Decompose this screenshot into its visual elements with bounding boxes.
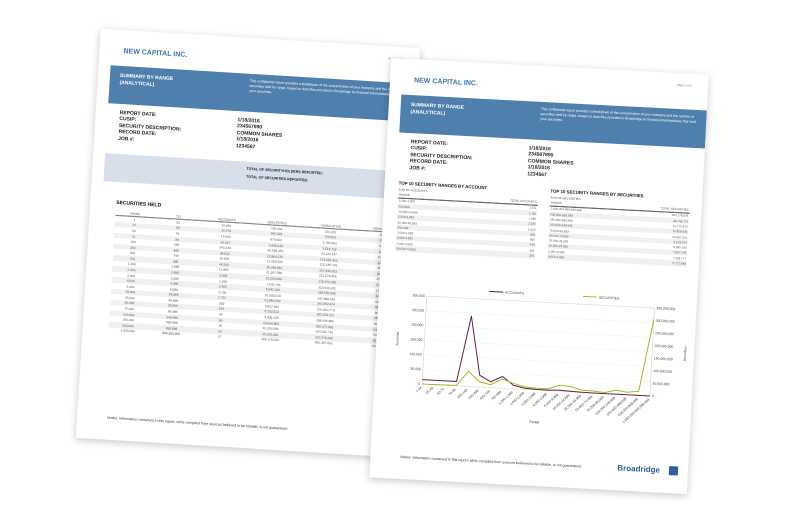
x-tick-label: 750-999 (490, 390, 502, 401)
gridline (425, 325, 653, 338)
broadridge-logo: Broadridge (617, 463, 661, 475)
y-tick-left: 150,000 (410, 337, 423, 342)
y-tick-left: 200,000 (411, 323, 424, 328)
y-tick-left: 300,000 (412, 293, 425, 298)
company-name: NEW CAPITAL INC. (413, 77, 479, 88)
securities-held-title: SECURITIES HELD (116, 199, 162, 209)
report-page-2: Page 2 of 2 NEW CAPITAL INC. SUMMARY BY … (369, 57, 709, 495)
legend-label: SECURITIES (599, 295, 620, 300)
securities-held-table: FROMTOACCOUNTSSECURITIESCUMULATIVEPERCEN… (108, 209, 406, 351)
x-axis-label: Range (529, 420, 539, 425)
gridline (426, 296, 655, 309)
y-tick-right: 250,000,000 (655, 331, 674, 336)
y-tick-right: 100,000,000 (653, 369, 672, 374)
series-line-securities (422, 319, 655, 394)
y-tick-right: 350,000,000 (656, 306, 675, 311)
y-tick-right: 0 (652, 394, 654, 398)
y-tick-left: 100,000 (409, 352, 422, 357)
y-tick-right: 150,000,000 (654, 356, 673, 361)
y-tick-left: 0 (418, 382, 420, 386)
y-axis-label-left: Accounts (395, 331, 400, 345)
total-securities-label: TOTAL OF SECURITIES REPORTED: (245, 174, 309, 183)
x-tick-label: 50-74 (436, 387, 445, 396)
gridline (422, 369, 651, 382)
y-tick-left: 50,000 (410, 367, 421, 372)
y-tick-right: 300,000,000 (656, 319, 675, 324)
range-line-chart: 0 50,000 100,000 150,000 200,000 250,000 300,0… (386, 278, 693, 434)
gridline (423, 354, 652, 367)
gridline (426, 310, 654, 323)
confidential-text: This confidential report provides a brea… (249, 78, 405, 98)
broadridge-logo-icon (668, 466, 679, 476)
y-axis-label-right: Securities (683, 346, 688, 361)
total-holders-label: TOTAL OF SECURITYHOLDERS REPORTED: (246, 166, 323, 176)
chart-svg: 0 50,000 100,000 150,000 200,000 250,000 300,0… (395, 290, 688, 425)
meta-value: 1234567 (527, 170, 547, 178)
meta-value: 1234567 (235, 142, 256, 150)
report-meta: REPORT DATE: 1/18/2016 CUSIP: 234567890 SECU… (409, 139, 574, 180)
x-tick-label: 250-499 (468, 389, 480, 400)
report-title: SUMMARY BY RANGE (ANALYTICAL) (410, 102, 465, 117)
report-meta: REPORT DATE: 1/18/2016 CUSIP: 234567890 SECU… (118, 110, 283, 152)
notice-text: Notice: Information contained in this re… (400, 454, 582, 469)
gridline (424, 339, 653, 353)
page-number: Page 2 of 2 (676, 82, 693, 88)
x-tick-label: 25-49 (425, 386, 434, 395)
report-title: SUMMARY BY RANGE (ANALYTICAL) (119, 72, 174, 88)
table-cell: 1,000,000 (120, 328, 135, 334)
x-tick-label: 75-99 (448, 388, 457, 397)
y-tick-right: 200,000,000 (654, 344, 673, 349)
company-name: NEW CAPITAL INC. (123, 48, 188, 59)
top-accounts-table: RANGE TOTAL ACCOUNTS 1,000-1,999 1,511 500… (395, 192, 538, 259)
x-tick-label: 100-249 (456, 388, 468, 399)
notice-text: Notice: Information contained in this re… (106, 415, 289, 431)
top-securities-table: RANGE TOTAL SECURITIES 1,000,000-999,999… (546, 200, 690, 267)
x-tick-label: 1-24 (415, 386, 423, 394)
x-tick-label: 500-749 (479, 389, 491, 400)
y-tick-left: 250,000 (412, 308, 425, 313)
confidential-text: This confidential report provides a brea… (540, 106, 696, 124)
y-tick-right: 50,000,000 (652, 382, 669, 387)
report-page-1: Page 1 of 2 NEW CAPITAL INC. SUMMARY BY … (75, 28, 421, 458)
legend-label: ACCOUNTS (505, 291, 525, 296)
legend-swatch (582, 295, 598, 298)
legend-swatch (489, 290, 504, 293)
totals-band: TOTAL OF SECURITYHOLDERS REPORTED: 499, … (103, 153, 413, 200)
series-line-accounts (422, 316, 650, 397)
